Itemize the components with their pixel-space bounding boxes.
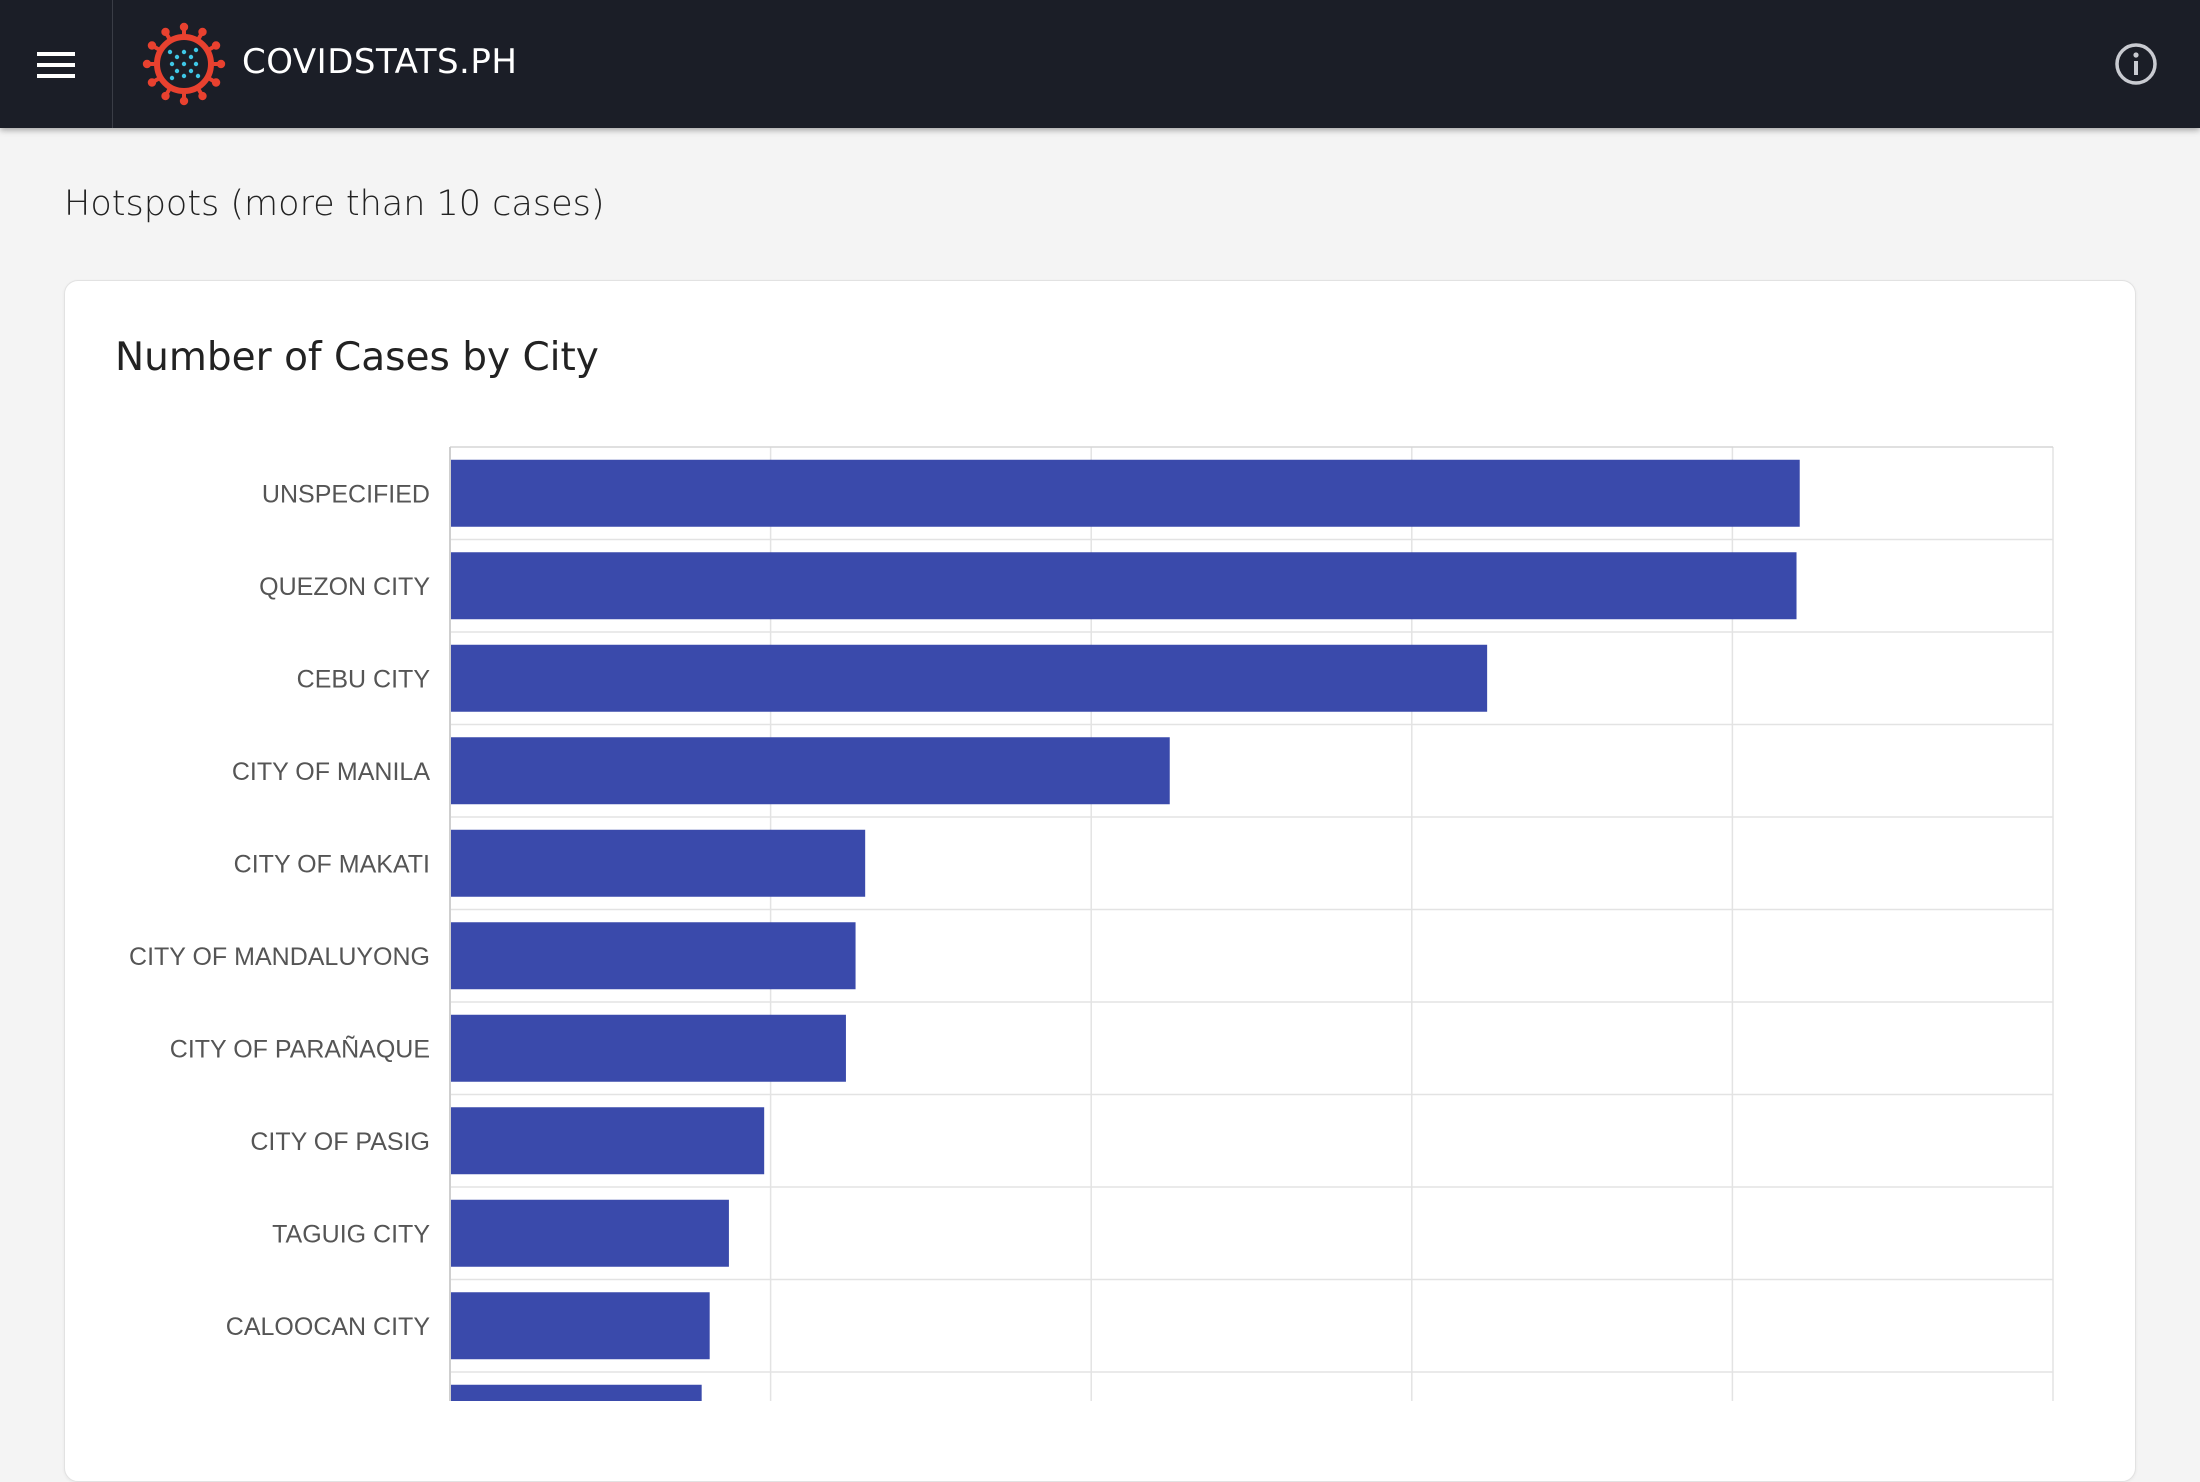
chart-title: Number of Cases by City (115, 335, 599, 380)
bar-chart: UNSPECIFIED QUEZON CITY CEBU CITY CITY OF M… (129, 446, 2054, 1401)
virus-logo-icon[interactable] (142, 22, 226, 106)
bar[interactable] (450, 1107, 765, 1175)
category-label: CEBU CITY (297, 665, 431, 693)
bar[interactable] (450, 1384, 702, 1401)
hamburger-menu-icon (37, 52, 75, 78)
category-label: CITY OF PASIG (250, 1128, 430, 1156)
chart-card: Number of Cases by City UNSPECIFIED QUEZO… (64, 280, 2136, 1482)
bar[interactable] (450, 644, 1488, 712)
category-label: TAGUIG CITY (272, 1220, 430, 1248)
menu-button[interactable] (0, 0, 113, 128)
category-label: QUEZON CITY (259, 573, 430, 601)
category-label: CITY OF MANDALUYONG (129, 943, 430, 971)
bar[interactable] (450, 737, 1170, 805)
bar[interactable] (450, 459, 1800, 527)
category-label: CALOOCAN CITY (226, 1313, 431, 1341)
category-label: CITY OF MAKATI (234, 850, 430, 878)
bar[interactable] (450, 552, 1797, 620)
section-title: Hotspots (more than 10 cases) (64, 184, 605, 224)
category-label: CITY OF MANILA (232, 758, 431, 786)
top-app-bar: COVIDSTATS.PH (0, 0, 2200, 128)
bar[interactable] (450, 1014, 846, 1082)
category-label: CITY OF PARAÑAQUE (170, 1034, 430, 1063)
bar[interactable] (450, 922, 856, 990)
bar[interactable] (450, 1199, 729, 1267)
info-icon[interactable] (2112, 40, 2160, 88)
app-brand-title[interactable]: COVIDSTATS.PH (242, 42, 518, 82)
bar[interactable] (450, 1292, 710, 1360)
category-label: UNSPECIFIED (262, 480, 430, 508)
bar[interactable] (450, 829, 866, 897)
